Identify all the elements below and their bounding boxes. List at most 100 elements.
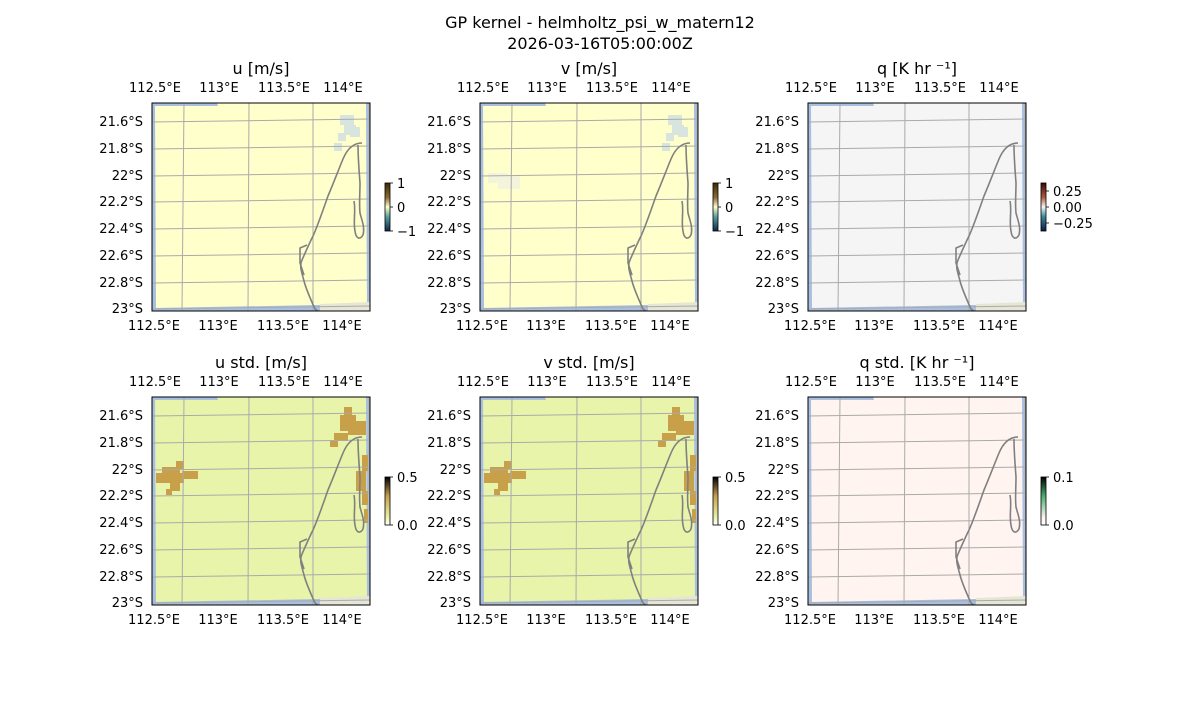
lon-tick-label: 112.5°E (784, 319, 836, 334)
coastline (1009, 438, 1021, 533)
lon-tick-label: 113.5°E (914, 81, 966, 96)
lon-tick-label: 113°E (855, 375, 895, 390)
ocean-sliver-left (152, 397, 156, 605)
parallel-line (152, 145, 370, 150)
lat-tick-label: 21.6°S (427, 115, 471, 130)
lon-tick-label: 113°E (198, 319, 238, 334)
lat-tick-label: 22.6°S (755, 543, 799, 558)
parallel-line (152, 279, 370, 284)
anomaly-cell (506, 175, 520, 181)
colorbar-gradient (712, 182, 719, 232)
parallel-line (480, 412, 698, 417)
map-frame (807, 102, 1027, 312)
field-background (808, 397, 1026, 605)
meridian-line (181, 397, 185, 605)
lat-tick-label: 23°S (440, 596, 471, 611)
lat-tick-label: 21.8°S (427, 436, 471, 451)
parallel-line (152, 118, 370, 123)
lon-tick-label: 114°E (650, 319, 690, 334)
parallel-line (808, 145, 1026, 150)
meridian-line (903, 397, 906, 605)
lon-tick-label: 114°E (651, 375, 691, 390)
lon-tick-label: 114°E (651, 81, 691, 96)
anomaly-cell (510, 471, 526, 479)
lat-tick-label: 21.6°S (755, 409, 799, 424)
lon-tick-label: 113°E (526, 613, 566, 628)
colorbar-tick-label: 1 (397, 177, 405, 192)
colorbar: 0.1 0.0 (1040, 471, 1074, 534)
parallel-line (152, 305, 370, 310)
ocean-sliver-left (808, 103, 812, 311)
parallel-line (808, 198, 1026, 203)
panel-title: v [m/s] (561, 59, 617, 78)
colorbar-tick-label: 0.00 (1053, 201, 1082, 216)
map-area (152, 103, 370, 311)
coastline (299, 436, 363, 605)
lat-tick-label: 22.6°S (755, 249, 799, 264)
lon-tick-label: 112.5°E (128, 319, 180, 334)
parallel-line (480, 279, 698, 284)
anomaly-cell (344, 407, 352, 417)
anomaly-cell (666, 133, 674, 141)
lat-tick-label: 21.6°S (99, 115, 143, 130)
parallel-line (480, 145, 698, 150)
meridian-line (509, 103, 513, 311)
coastline (627, 142, 691, 311)
map-frame (479, 396, 699, 606)
colorbar-gradient (712, 476, 719, 526)
coastline (627, 436, 691, 605)
map-area (480, 397, 698, 605)
anomaly-cell (182, 471, 198, 479)
colorbar-tick-label: 0 (725, 201, 733, 216)
lat-tick-label: 21.8°S (755, 142, 799, 157)
panel-title: u std. [m/s] (215, 353, 307, 372)
coastline (1009, 144, 1021, 239)
lon-tick-label: 113.5°E (585, 319, 637, 334)
parallel-line (808, 546, 1026, 551)
lat-tick-label: 21.6°S (755, 115, 799, 130)
parallel-line (808, 439, 1026, 444)
lat-tick-label: 23°S (768, 596, 799, 611)
anomaly-cell (362, 491, 368, 505)
parallel-line (152, 519, 370, 524)
anomaly-cell (676, 421, 694, 435)
parallel-line (808, 492, 1026, 497)
colorbar-gradient (1040, 476, 1047, 526)
anomaly-cell (156, 473, 184, 483)
lat-tick-label: 22.8°S (755, 570, 799, 585)
colorbar-gradient (384, 476, 391, 526)
lon-tick-label: 114°E (978, 319, 1018, 334)
lat-tick-label: 21.6°S (427, 409, 471, 424)
lon-tick-label: 114°E (322, 319, 362, 334)
lat-tick-label: 22.8°S (99, 570, 143, 585)
meridian-line (837, 397, 841, 605)
coastline (353, 438, 365, 533)
lat-tick-label: 22°S (768, 463, 799, 478)
parallel-line (808, 573, 1026, 578)
anomaly-cell (362, 455, 368, 471)
lat-tick-label: 22.2°S (427, 489, 471, 504)
lon-tick-label: 113°E (527, 375, 567, 390)
anomaly-cell (364, 509, 368, 523)
lon-tick-label: 114°E (979, 81, 1019, 96)
parallel-line (152, 172, 370, 177)
anomaly-cell (356, 471, 366, 491)
lat-tick-label: 22.6°S (427, 543, 471, 558)
lon-tick-label: 112.5°E (456, 613, 508, 628)
ocean-sliver-left (152, 103, 156, 311)
lat-tick-label: 22°S (440, 169, 471, 184)
parallel-line (480, 305, 698, 310)
figure-subtitle: 2026-03-16T05:00:00Z (507, 34, 693, 53)
parallel-line (808, 252, 1026, 257)
field-background (808, 103, 1026, 311)
lat-tick-label: 23°S (112, 596, 143, 611)
anomaly-cell (498, 483, 508, 491)
lat-tick-label: 23°S (112, 302, 143, 317)
parallel-line (480, 599, 698, 604)
parallel-line (808, 599, 1026, 604)
lon-tick-label: 112.5°E (784, 613, 836, 628)
parallel-line (152, 599, 370, 604)
parallel-line (808, 305, 1026, 310)
map-area (808, 397, 1026, 605)
lat-tick-label: 22°S (112, 169, 143, 184)
